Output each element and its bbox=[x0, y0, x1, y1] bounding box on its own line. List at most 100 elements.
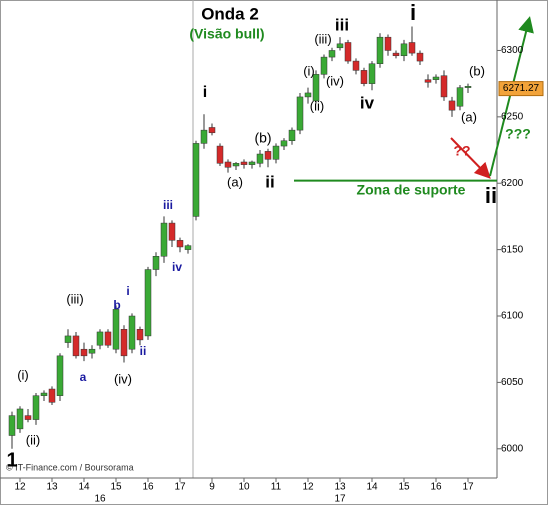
wave-label: iv bbox=[172, 260, 182, 274]
candle-body bbox=[288, 129, 296, 141]
candle-body bbox=[256, 153, 264, 164]
x-tick-label: 16 bbox=[142, 482, 154, 493]
wave-label: 1 bbox=[6, 449, 17, 471]
candle-body bbox=[392, 52, 400, 57]
candle-body bbox=[32, 395, 40, 420]
candle-body bbox=[16, 408, 24, 430]
candle-body bbox=[152, 256, 160, 270]
candle-body bbox=[160, 222, 168, 257]
candle-body bbox=[280, 140, 288, 147]
candle-body bbox=[328, 50, 336, 58]
wave-label: ii bbox=[265, 172, 274, 191]
candle-body bbox=[464, 86, 472, 88]
last-price-box bbox=[498, 81, 544, 97]
wave-label: ii bbox=[140, 344, 147, 358]
candle-body bbox=[200, 129, 208, 144]
candle-body bbox=[216, 145, 224, 164]
candle-body bbox=[248, 161, 256, 165]
x-tick-label: 13 bbox=[334, 482, 346, 493]
candle-body bbox=[136, 329, 144, 341]
candle-body bbox=[336, 43, 344, 49]
candle-body bbox=[40, 392, 48, 396]
candle-body bbox=[264, 151, 272, 160]
y-tick-label: 6100 bbox=[501, 311, 524, 322]
candle-body bbox=[64, 335, 72, 343]
candle-body bbox=[368, 63, 376, 84]
candle-body bbox=[8, 415, 16, 436]
x-tick-label: 15 bbox=[398, 482, 410, 493]
source: © IT-Finance.com / Boursorama bbox=[6, 462, 134, 472]
wave-label: a bbox=[80, 370, 87, 384]
candle-body bbox=[416, 52, 424, 62]
candle-body bbox=[184, 245, 192, 250]
wave-label: iv bbox=[360, 93, 375, 112]
wave-label: (b) bbox=[469, 63, 485, 78]
wave-label: (ii) bbox=[26, 432, 40, 447]
candle-body bbox=[312, 74, 320, 102]
candle-body bbox=[384, 36, 392, 51]
wave-label: ?? bbox=[453, 143, 470, 159]
wave-label: (ii) bbox=[310, 98, 324, 113]
arrow-up bbox=[489, 16, 534, 177]
x-tick-label: 16 bbox=[430, 482, 442, 493]
candle-body bbox=[104, 331, 112, 346]
chart-subtitle: (Visão bull) bbox=[189, 26, 264, 42]
wave-label: (a) bbox=[461, 109, 477, 124]
candle-body bbox=[144, 269, 152, 337]
wave-label: (iv) bbox=[326, 73, 344, 88]
y-tick-label: 6050 bbox=[501, 377, 524, 388]
candle-body bbox=[96, 331, 104, 346]
wave-label: iii bbox=[163, 198, 173, 212]
candle-body bbox=[56, 355, 64, 396]
candle-body bbox=[168, 222, 176, 241]
candle-body bbox=[408, 42, 416, 54]
candle-body bbox=[80, 348, 88, 357]
candle-body bbox=[400, 43, 408, 57]
wave-label: (i) bbox=[17, 367, 29, 382]
support-label: Zona de suporte bbox=[357, 181, 466, 197]
candle-body bbox=[352, 60, 360, 71]
x-tick-label: 14 bbox=[366, 482, 378, 493]
x-tick-label: 13 bbox=[46, 482, 58, 493]
x-tick-label: 12 bbox=[14, 482, 26, 493]
candle-body bbox=[344, 42, 352, 62]
candle-body bbox=[456, 87, 464, 107]
wave-label: (i) bbox=[303, 63, 315, 78]
wave-label: ??? bbox=[505, 126, 531, 142]
y-tick-label: 6300 bbox=[501, 45, 524, 56]
y-tick-label: 6200 bbox=[501, 178, 524, 189]
wave-label: i bbox=[203, 84, 207, 101]
candle-body bbox=[360, 70, 368, 84]
candle-body bbox=[320, 56, 328, 75]
arrow-down bbox=[450, 137, 491, 179]
x-tick-label: 14 bbox=[78, 482, 90, 493]
candle-body bbox=[376, 36, 384, 64]
wave-label: iii bbox=[335, 15, 349, 34]
x-tick-label: 17 bbox=[462, 482, 474, 493]
candle-body bbox=[272, 145, 280, 160]
candle-body bbox=[448, 100, 456, 111]
candle-body bbox=[48, 388, 56, 403]
wave-label: (b) bbox=[254, 130, 271, 146]
candle-body bbox=[424, 79, 432, 83]
last-price-label: 6271.27 bbox=[503, 83, 540, 94]
wave-label: i bbox=[126, 284, 129, 298]
candle-body bbox=[88, 348, 96, 354]
x-tick-label: 12 bbox=[302, 482, 314, 493]
candle-body bbox=[176, 240, 184, 248]
wave-label: (a) bbox=[227, 174, 243, 189]
x-tick-label: 9 bbox=[209, 482, 215, 493]
y-tick-label: 6250 bbox=[501, 111, 524, 122]
candle-body bbox=[296, 96, 304, 131]
candle-body bbox=[224, 161, 232, 168]
day-label: 17 bbox=[334, 494, 346, 505]
candle-body bbox=[72, 335, 80, 357]
candle-body bbox=[120, 329, 128, 357]
candle-body bbox=[112, 309, 120, 350]
wave-label: (iv) bbox=[114, 371, 132, 386]
x-tick-label: 10 bbox=[238, 482, 250, 493]
y-tick-label: 6000 bbox=[501, 443, 524, 454]
x-tick-label: 11 bbox=[271, 482, 282, 493]
